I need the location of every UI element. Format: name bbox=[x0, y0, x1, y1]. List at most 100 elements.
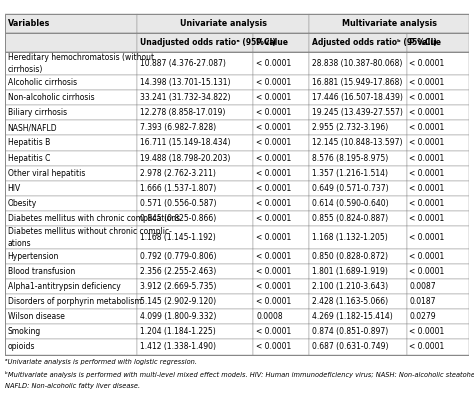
Bar bbox=[5, 181, 137, 196]
Text: 0.614 (0.590-0.640): 0.614 (0.590-0.640) bbox=[312, 199, 388, 208]
Text: ations: ations bbox=[8, 239, 31, 248]
Bar bbox=[309, 120, 407, 135]
Bar bbox=[309, 105, 407, 120]
Text: 4.269 (1.182-15.414): 4.269 (1.182-15.414) bbox=[312, 312, 392, 321]
Text: Adjusted odds ratioᵇ (95%CI): Adjusted odds ratioᵇ (95%CI) bbox=[312, 38, 437, 47]
Text: 16.881 (15.949-17.868): 16.881 (15.949-17.868) bbox=[312, 78, 402, 87]
Text: < 0.0001: < 0.0001 bbox=[256, 124, 292, 132]
Bar bbox=[253, 105, 309, 120]
Text: < 0.0001: < 0.0001 bbox=[256, 139, 292, 147]
Bar bbox=[407, 211, 469, 226]
Text: 0.687 (0.631-0.749): 0.687 (0.631-0.749) bbox=[312, 343, 388, 352]
Text: < 0.0001: < 0.0001 bbox=[256, 93, 292, 102]
Bar bbox=[5, 279, 137, 294]
Bar bbox=[5, 33, 137, 52]
Text: cirrhosis): cirrhosis) bbox=[8, 65, 43, 74]
Text: 0.0279: 0.0279 bbox=[410, 312, 436, 321]
Text: 1.168 (1.132-1.205): 1.168 (1.132-1.205) bbox=[312, 233, 388, 242]
Text: ᵃUnivariate analysis is performed with logistic regression.: ᵃUnivariate analysis is performed with l… bbox=[5, 359, 197, 365]
Bar bbox=[5, 151, 137, 166]
Text: Unadjusted odds ratioᵃ (95%CI): Unadjusted odds ratioᵃ (95%CI) bbox=[140, 38, 276, 47]
Bar bbox=[407, 105, 469, 120]
Bar bbox=[309, 309, 407, 324]
Text: < 0.0001: < 0.0001 bbox=[410, 233, 445, 242]
Bar bbox=[309, 196, 407, 211]
Bar bbox=[309, 249, 407, 264]
Text: 4.099 (1.800-9.332): 4.099 (1.800-9.332) bbox=[140, 312, 216, 321]
Text: < 0.0001: < 0.0001 bbox=[410, 184, 445, 193]
Bar bbox=[407, 324, 469, 339]
Bar bbox=[137, 264, 253, 279]
Text: NASH/NAFLD: NASH/NAFLD bbox=[8, 124, 57, 132]
Bar bbox=[309, 151, 407, 166]
Bar bbox=[407, 135, 469, 151]
Text: < 0.0001: < 0.0001 bbox=[256, 252, 292, 261]
Bar bbox=[309, 294, 407, 309]
Bar bbox=[137, 294, 253, 309]
Bar bbox=[253, 309, 309, 324]
Bar bbox=[309, 324, 407, 339]
Text: < 0.0001: < 0.0001 bbox=[410, 153, 445, 162]
Text: 0.0087: 0.0087 bbox=[410, 282, 436, 291]
Text: < 0.0001: < 0.0001 bbox=[256, 327, 292, 337]
Text: Smoking: Smoking bbox=[8, 327, 41, 337]
Bar bbox=[253, 135, 309, 151]
Text: 0.571 (0.556-0.587): 0.571 (0.556-0.587) bbox=[140, 199, 217, 208]
Bar bbox=[137, 120, 253, 135]
Text: 5.145 (2.902-9.120): 5.145 (2.902-9.120) bbox=[140, 297, 216, 306]
Bar bbox=[5, 120, 137, 135]
Text: 17.446 (16.507-18.439): 17.446 (16.507-18.439) bbox=[312, 93, 402, 102]
Bar bbox=[137, 279, 253, 294]
Bar bbox=[253, 166, 309, 181]
Bar bbox=[5, 75, 137, 90]
Bar bbox=[253, 249, 309, 264]
Text: opioids: opioids bbox=[8, 343, 35, 352]
Text: 33.241 (31.732-34.822): 33.241 (31.732-34.822) bbox=[140, 93, 230, 102]
Bar bbox=[407, 264, 469, 279]
Bar bbox=[309, 279, 407, 294]
Text: 0.855 (0.824-0.887): 0.855 (0.824-0.887) bbox=[312, 214, 388, 223]
Text: Disorders of porphyrin metabolism: Disorders of porphyrin metabolism bbox=[8, 297, 141, 306]
Text: Blood transfusion: Blood transfusion bbox=[8, 267, 75, 276]
Text: < 0.0001: < 0.0001 bbox=[256, 153, 292, 162]
Bar bbox=[407, 75, 469, 90]
Text: < 0.0001: < 0.0001 bbox=[410, 124, 445, 132]
Text: Diabetes mellitus without chronic complic-: Diabetes mellitus without chronic compli… bbox=[8, 227, 172, 236]
Text: HIV: HIV bbox=[8, 184, 21, 193]
Text: < 0.0001: < 0.0001 bbox=[410, 108, 445, 117]
Text: 1.801 (1.689-1.919): 1.801 (1.689-1.919) bbox=[312, 267, 388, 276]
Text: 7.393 (6.982-7.828): 7.393 (6.982-7.828) bbox=[140, 124, 216, 132]
Text: 2.356 (2.255-2.463): 2.356 (2.255-2.463) bbox=[140, 267, 216, 276]
Bar bbox=[137, 339, 253, 354]
Text: Obesity: Obesity bbox=[8, 199, 37, 208]
Text: P value: P value bbox=[410, 38, 441, 47]
Text: < 0.0001: < 0.0001 bbox=[410, 59, 445, 68]
Bar bbox=[5, 249, 137, 264]
Text: Hepatitis B: Hepatitis B bbox=[8, 139, 50, 147]
Text: < 0.0001: < 0.0001 bbox=[256, 199, 292, 208]
Bar bbox=[137, 324, 253, 339]
Text: 19.245 (13.439-27.557): 19.245 (13.439-27.557) bbox=[312, 108, 402, 117]
Bar bbox=[309, 52, 407, 75]
Bar bbox=[5, 14, 137, 33]
Bar bbox=[5, 166, 137, 181]
Bar bbox=[137, 211, 253, 226]
Text: < 0.0001: < 0.0001 bbox=[256, 282, 292, 291]
Bar bbox=[137, 196, 253, 211]
Text: < 0.0001: < 0.0001 bbox=[256, 168, 292, 178]
Text: < 0.0001: < 0.0001 bbox=[410, 78, 445, 87]
Bar bbox=[137, 135, 253, 151]
Bar bbox=[407, 166, 469, 181]
Bar bbox=[253, 294, 309, 309]
Text: Alcoholic cirrhosis: Alcoholic cirrhosis bbox=[8, 78, 77, 87]
Bar bbox=[5, 14, 469, 354]
Bar bbox=[253, 196, 309, 211]
Text: 2.100 (1.210-3.643): 2.100 (1.210-3.643) bbox=[312, 282, 388, 291]
Bar bbox=[5, 294, 137, 309]
Bar bbox=[137, 14, 309, 33]
Bar bbox=[253, 339, 309, 354]
Bar bbox=[309, 135, 407, 151]
Text: < 0.0001: < 0.0001 bbox=[256, 297, 292, 306]
Text: Non-alcoholic cirrhosis: Non-alcoholic cirrhosis bbox=[8, 93, 94, 102]
Bar bbox=[407, 339, 469, 354]
